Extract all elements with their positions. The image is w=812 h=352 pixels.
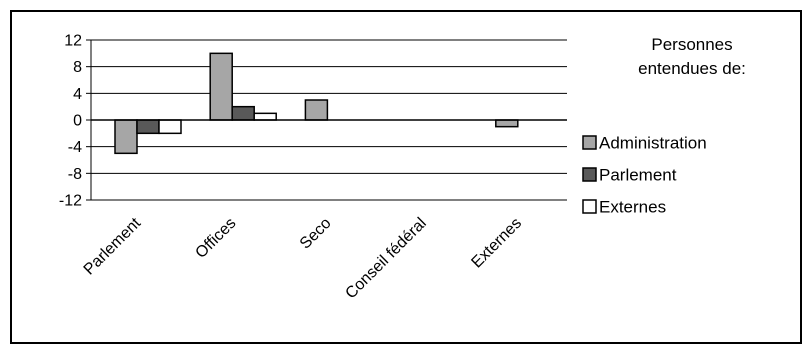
legend-label: Parlement	[599, 166, 677, 185]
bar	[136, 119, 160, 135]
bar	[158, 119, 182, 135]
bar	[231, 105, 255, 121]
y-tick-label: 4	[73, 86, 82, 103]
legend-label: Externes	[599, 198, 666, 217]
bar	[209, 52, 233, 121]
bar	[304, 99, 329, 121]
x-tick-label: Conseil fédéral	[342, 215, 429, 302]
chart-frame: 12 8 4 0 -4 -8 -12 Parlement Offices Seco Conseil…	[10, 10, 802, 344]
legend-swatch	[582, 199, 597, 214]
legend: Personnes entendues de: Administration Parl…	[582, 35, 746, 217]
x-tick-label: Externes	[468, 215, 525, 272]
legend-label: Administration	[599, 134, 707, 153]
legend-swatch	[582, 135, 597, 150]
x-tick-label: Offices	[192, 215, 239, 262]
y-tick-label: 0	[73, 113, 82, 130]
bars	[114, 52, 519, 155]
y-tick-label: 8	[73, 59, 82, 76]
bar	[495, 119, 519, 128]
x-axis: Parlement Offices Seco Conseil fédéral Exter…	[81, 119, 567, 302]
legend-title: Personnes entendues de:	[638, 35, 746, 78]
y-tick-label: -12	[59, 193, 82, 210]
y-tick-label: 12	[64, 33, 82, 50]
y-tick-label: -8	[68, 166, 82, 183]
x-tick-label: Seco	[297, 215, 335, 253]
y-tick-label: -4	[68, 139, 82, 156]
bar	[114, 119, 138, 155]
bar	[253, 112, 277, 121]
bar-chart: 12 8 4 0 -4 -8 -12 Parlement Offices Seco Conseil…	[59, 33, 746, 303]
legend-swatch	[582, 167, 597, 182]
y-axis: 12 8 4 0 -4 -8 -12	[59, 33, 92, 210]
x-tick-label: Parlement	[81, 214, 145, 278]
